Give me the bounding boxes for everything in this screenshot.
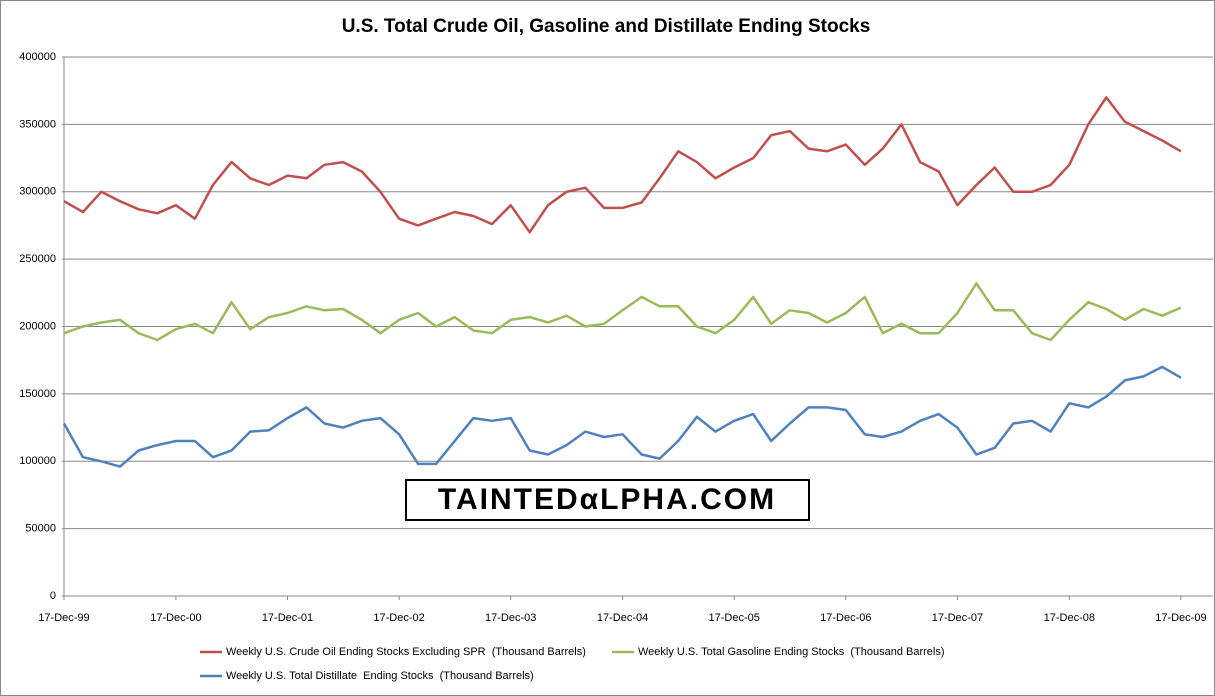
x-tick-label: 17-Dec-07 [932, 612, 983, 624]
legend-label: Weekly U.S. Total Gasoline Ending Stocks… [638, 646, 945, 658]
series-line [62, 365, 1182, 468]
chart-title: U.S. Total Crude Oil, Gasoline and Disti… [342, 16, 871, 37]
logo-box [405, 479, 810, 521]
y-tick-label: 250000 [19, 253, 56, 265]
y-tick-label: 150000 [19, 388, 56, 400]
legend-label: Weekly U.S. Crude Oil Ending Stocks Excl… [226, 646, 586, 658]
legend-label: Weekly U.S. Total Distillate Ending Stoc… [226, 670, 534, 682]
y-tick-label: 50000 [25, 523, 56, 535]
x-tick-label: 17-Dec-00 [150, 612, 201, 624]
series-line [63, 96, 1182, 234]
x-tick-label: 17-Dec-01 [262, 612, 313, 624]
x-tick-label: 17-Dec-02 [373, 612, 424, 624]
x-tick-label: 17-Dec-99 [38, 612, 89, 624]
x-tick-label: 17-Dec-05 [709, 612, 760, 624]
x-tick-label: 17-Dec-08 [1044, 612, 1095, 624]
y-tick-label: 0 [50, 590, 56, 602]
y-tick-label: 400000 [19, 51, 56, 63]
watermark: TAINTEDαLPHA.COM [438, 483, 776, 516]
x-tick-label: 17-Dec-09 [1155, 612, 1206, 624]
y-tick-label: 100000 [19, 455, 56, 467]
series-line [63, 282, 1182, 342]
y-tick-label: 350000 [19, 118, 56, 130]
x-tick-label: 17-Dec-06 [820, 612, 871, 624]
y-tick-label: 300000 [19, 186, 56, 198]
y-tick-label: 200000 [19, 320, 56, 332]
x-tick-label: 17-Dec-03 [485, 612, 536, 624]
x-tick-label: 17-Dec-04 [597, 612, 648, 624]
